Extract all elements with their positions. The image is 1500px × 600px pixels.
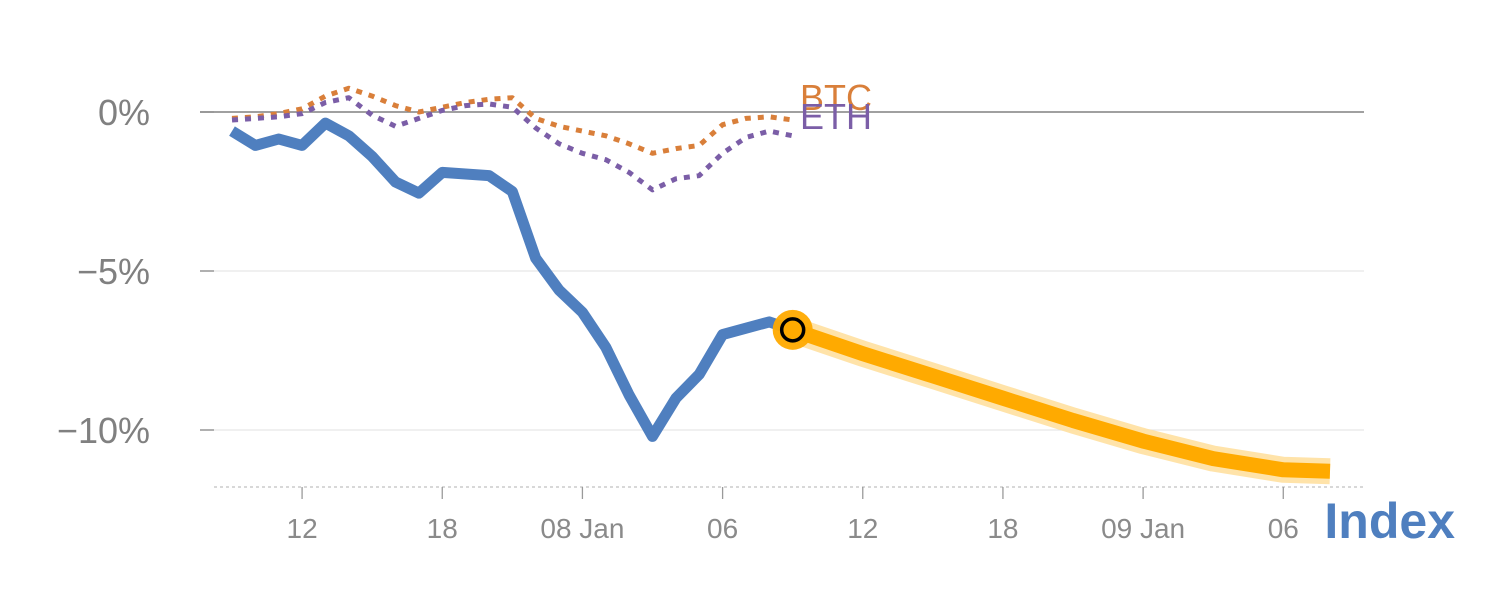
btc-label: BTC (800, 77, 872, 118)
grid-lines (200, 111, 1364, 431)
eth-line (231, 95, 794, 193)
current-value-marker (779, 317, 806, 343)
x-tick-label: 18 (427, 513, 458, 544)
y-tick-label: −10% (57, 410, 150, 451)
y-tick-label: −5% (77, 251, 150, 292)
chart-title: Index (1324, 493, 1455, 549)
x-tick-label: 12 (847, 513, 878, 544)
index-line (229, 117, 795, 442)
x-tick-label: 18 (987, 513, 1018, 544)
series-lines (229, 85, 1331, 485)
x-axis: 12 18 08 Jan 06 12 18 09 Jan 06 (214, 486, 1364, 544)
y-tick-label: 0% (98, 92, 150, 133)
x-tick-label: 12 (287, 513, 318, 544)
x-tick-label: 06 (1268, 513, 1299, 544)
eth-label: ETH (800, 96, 872, 137)
btc-line (231, 85, 794, 156)
forecast-line (790, 322, 1331, 479)
x-tick-label: 09 Jan (1101, 513, 1185, 544)
x-tick-label: 08 Jan (540, 513, 624, 544)
y-axis: 0% −5% −10% (57, 92, 214, 451)
x-tick-label: 06 (707, 513, 738, 544)
